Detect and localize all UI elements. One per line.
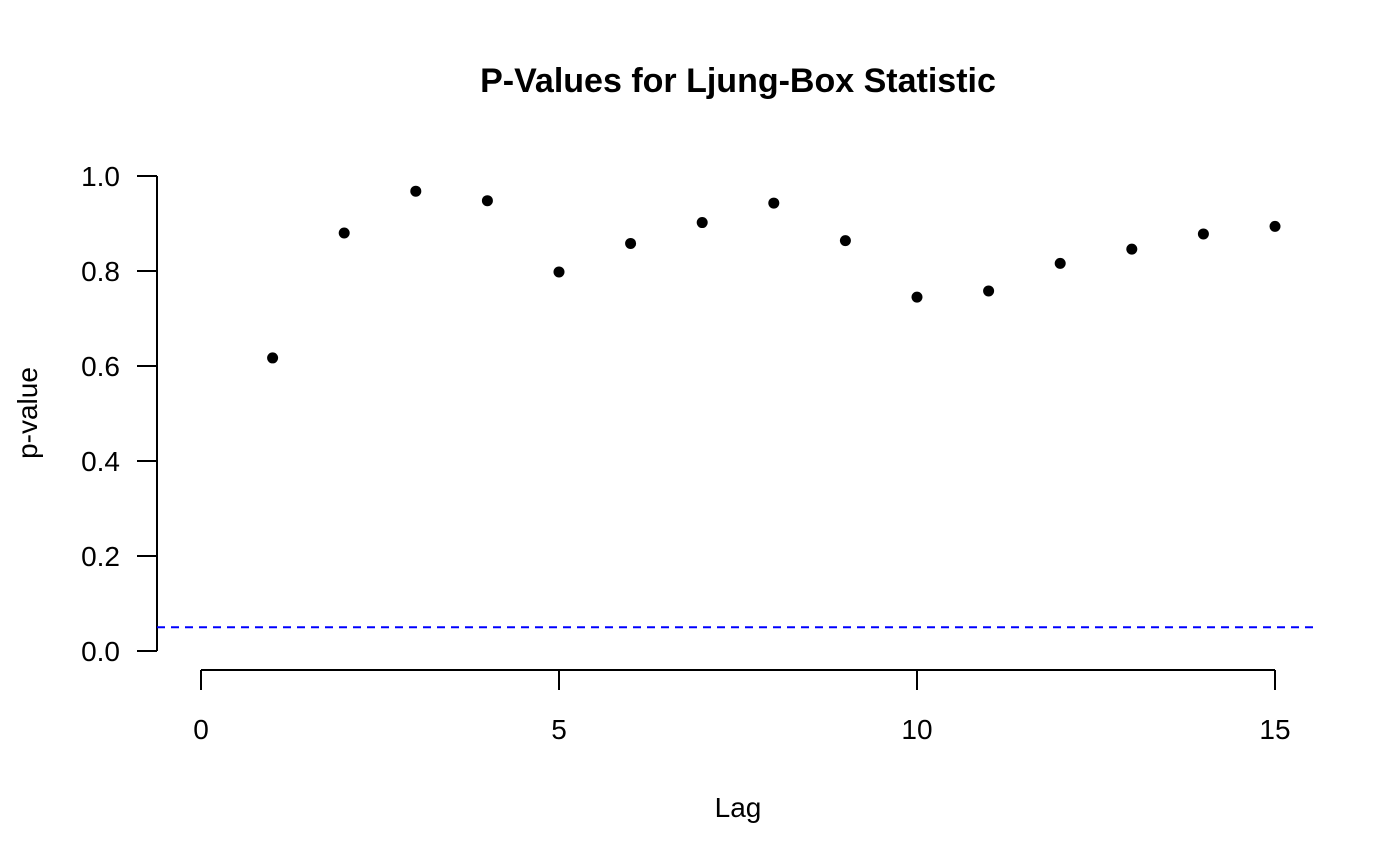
data-point <box>1126 243 1138 255</box>
data-point <box>1054 257 1066 269</box>
x-axis-ticks: 0 5 10 15 <box>193 670 1291 745</box>
y-axis-ticks: 0.0 0.2 0.4 0.6 0.8 1.0 <box>81 161 157 667</box>
y-axis-label: p-value <box>12 367 43 459</box>
y-tick-label: 0.0 <box>81 636 120 667</box>
data-point <box>1269 220 1281 232</box>
y-tick-label: 0.8 <box>81 256 120 287</box>
y-tick-label: 0.2 <box>81 541 120 572</box>
data-point <box>911 291 923 303</box>
chart-title: P-Values for Ljung-Box Statistic <box>480 62 996 100</box>
data-point <box>553 266 565 278</box>
data-point <box>983 285 995 297</box>
x-tick-label: 0 <box>193 714 209 745</box>
x-tick-label: 5 <box>551 714 567 745</box>
data-point <box>625 237 637 249</box>
y-tick-label: 1.0 <box>81 161 120 192</box>
y-tick-label: 0.6 <box>81 351 120 382</box>
x-tick-label: 10 <box>901 714 932 745</box>
x-axis-label: Lag <box>715 792 762 823</box>
y-tick-label: 0.4 <box>81 446 120 477</box>
data-points <box>267 185 1281 364</box>
data-point <box>410 185 422 197</box>
data-point <box>839 235 851 247</box>
data-point <box>338 227 350 239</box>
data-point <box>768 197 780 209</box>
data-point <box>267 352 279 364</box>
data-point <box>696 217 708 229</box>
x-tick-label: 15 <box>1259 714 1290 745</box>
data-point <box>481 195 493 207</box>
data-point <box>1197 228 1209 240</box>
